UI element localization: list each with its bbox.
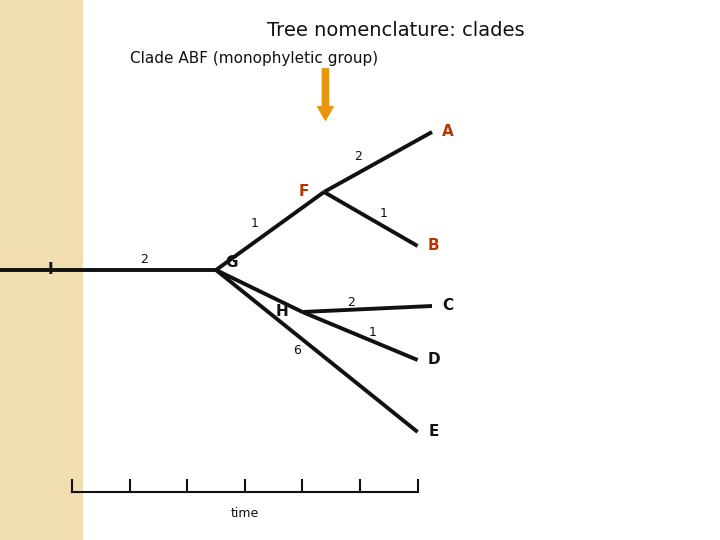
Text: 1: 1 — [369, 326, 377, 339]
Text: F: F — [299, 185, 309, 199]
Bar — [0, 0, 83, 540]
Text: A: A — [442, 125, 454, 139]
Text: C: C — [442, 299, 454, 314]
Text: 1: 1 — [251, 217, 258, 230]
Text: Clade ABF (monophyletic group): Clade ABF (monophyletic group) — [130, 51, 378, 66]
Text: 2: 2 — [354, 150, 361, 163]
Text: 1: 1 — [380, 206, 387, 219]
Text: G: G — [225, 255, 238, 271]
Text: E: E — [428, 424, 438, 440]
Text: time: time — [230, 507, 259, 520]
Text: Tree nomenclature: clades: Tree nomenclature: clades — [267, 21, 525, 40]
Text: D: D — [427, 353, 440, 368]
Text: I: I — [48, 262, 53, 278]
Text: 2: 2 — [348, 296, 355, 309]
Text: 6: 6 — [293, 345, 300, 357]
Text: H: H — [276, 305, 289, 320]
Text: B: B — [428, 239, 439, 253]
Text: 2: 2 — [140, 253, 148, 266]
